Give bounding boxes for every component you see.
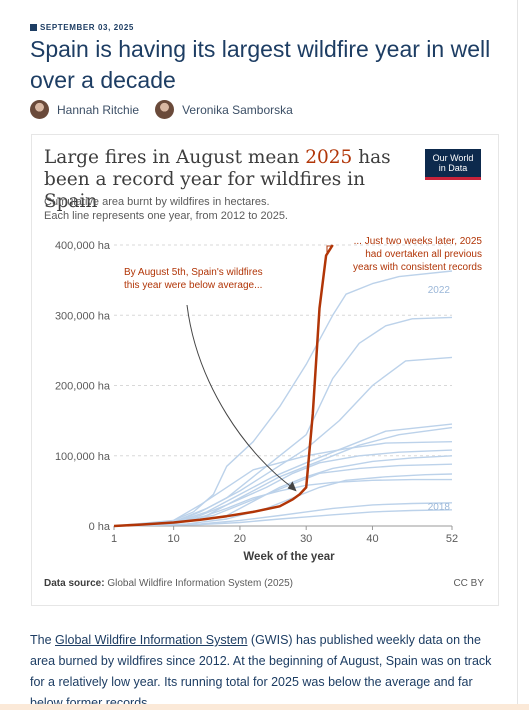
y-tick-label: 300,000 ha bbox=[55, 310, 111, 322]
gwis-link[interactable]: Global Wildfire Information System bbox=[55, 633, 248, 647]
series-line-background bbox=[113, 509, 453, 527]
author-name: Veronika Samborska bbox=[182, 102, 293, 117]
chart-title-part1: Large fires in August mean bbox=[44, 147, 306, 168]
owid-logo-line1: Our World bbox=[432, 153, 474, 163]
y-tick-label: 200,000 ha bbox=[55, 381, 111, 393]
series-line-background bbox=[113, 463, 453, 527]
owid-logo[interactable]: Our World in Data bbox=[425, 149, 481, 180]
annotation-arrow bbox=[186, 304, 294, 489]
x-tick-label: 30 bbox=[300, 533, 312, 545]
paragraph-prefix: The bbox=[30, 633, 56, 647]
chart-subtitle-line2: Each line represents one year, from 2012… bbox=[44, 210, 288, 222]
series-label-2022: 2022 bbox=[428, 285, 451, 296]
owid-logo-line2: in Data bbox=[438, 163, 468, 173]
x-axis-title: Week of the year bbox=[243, 551, 335, 563]
annotation-arrowhead bbox=[287, 481, 297, 492]
annotation-right-line: years with consistent records bbox=[353, 262, 482, 273]
chart-title-year: 2025 bbox=[305, 147, 353, 168]
source-label: Data source: bbox=[44, 578, 105, 589]
annotation-right-line: had overtaken all previous bbox=[365, 249, 482, 260]
bottom-strip bbox=[0, 704, 529, 710]
annotation-right-connector bbox=[326, 245, 332, 253]
chart-title-part2: has been a record year for wildfires in … bbox=[44, 147, 391, 212]
annotation-left-line: this year were below average... bbox=[124, 280, 262, 291]
chart-title: Large fires in August mean 2025 has been… bbox=[44, 147, 404, 213]
chart-subtitle: Cumulative area burnt by wildfires in he… bbox=[44, 195, 288, 223]
series-line-background bbox=[113, 423, 453, 527]
x-tick-label: 10 bbox=[168, 533, 180, 545]
y-tick-label: 400,000 ha bbox=[55, 240, 111, 252]
calendar-icon bbox=[30, 24, 37, 31]
series-line-background bbox=[113, 502, 453, 527]
x-tick-label: 1 bbox=[111, 533, 117, 545]
chart-subtitle-line1: Cumulative area burnt by wildfires in he… bbox=[44, 196, 270, 208]
paragraph-text: (GWIS) has published weekly data on the … bbox=[30, 633, 492, 710]
series-line-background bbox=[113, 441, 453, 527]
avatar bbox=[155, 100, 175, 119]
chart-plot: 0 ha 100,000 ha 200,000 ha 300,000 ha 400,00… bbox=[55, 236, 483, 563]
author-veronika[interactable]: Veronika Samborska bbox=[155, 100, 293, 119]
article-title: Spain is having its largest wildfire yea… bbox=[30, 36, 491, 93]
chart-source: Data source: Global Wildfire Information… bbox=[44, 578, 293, 589]
article-date: SEPTEMBER 03, 2025 bbox=[30, 23, 134, 32]
series-line-2025 bbox=[113, 244, 334, 528]
y-tick-label: 100,000 ha bbox=[55, 451, 111, 463]
source-text: Global Wildfire Information System (2025… bbox=[107, 578, 293, 589]
article-paragraph: The Global Wildfire Information System (… bbox=[30, 630, 495, 714]
chart-card: Large fires in August mean 2025 has been… bbox=[31, 134, 499, 606]
avatar bbox=[30, 100, 49, 119]
author-list: Hannah Ritchie Veronika Samborska bbox=[30, 100, 309, 119]
annotation-left-line: By August 5th, Spain's wildfires bbox=[124, 267, 263, 278]
article-date-text: SEPTEMBER 03, 2025 bbox=[40, 23, 134, 32]
chart-license: CC BY bbox=[453, 578, 484, 589]
series-line-background bbox=[113, 449, 453, 527]
annotation-right-line: ... Just two weeks later, 2025 bbox=[354, 236, 483, 247]
series-line-background bbox=[113, 473, 453, 527]
series-line-background bbox=[113, 316, 453, 527]
x-tick-label: 20 bbox=[234, 533, 246, 545]
page-frame-edge bbox=[517, 0, 518, 710]
x-tick-label: 52 bbox=[446, 533, 458, 545]
x-tick-label: 40 bbox=[366, 533, 378, 545]
series-label-2018: 2018 bbox=[428, 502, 451, 513]
author-hannah[interactable]: Hannah Ritchie bbox=[30, 100, 139, 119]
author-name: Hannah Ritchie bbox=[57, 102, 140, 117]
series-line-background bbox=[113, 356, 453, 527]
y-tick-label: 0 ha bbox=[89, 521, 111, 533]
